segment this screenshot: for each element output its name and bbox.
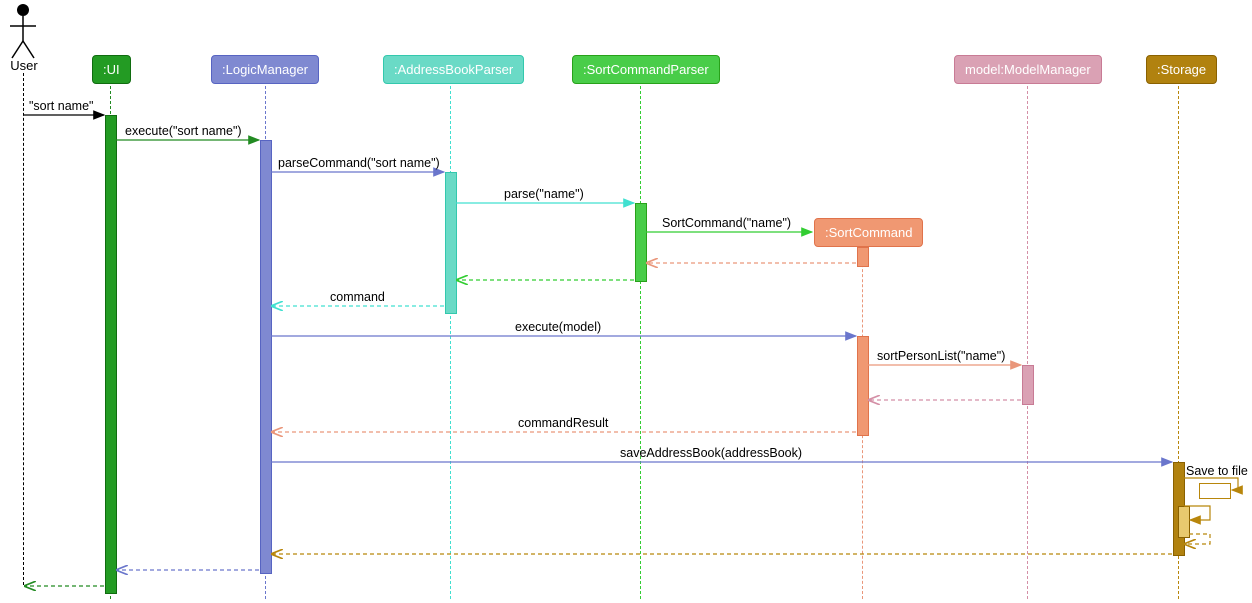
participant-mm-label: model:ModelManager bbox=[965, 62, 1091, 77]
activation-sc-exec bbox=[857, 336, 869, 436]
activation-abp bbox=[445, 172, 457, 314]
msg-sortpersonlist: sortPersonList("name") bbox=[877, 349, 1005, 363]
activation-ui bbox=[105, 115, 117, 594]
participant-abp-label: :AddressBookParser bbox=[394, 62, 513, 77]
actor-label: User bbox=[4, 58, 44, 73]
msg-execute-model: execute(model) bbox=[515, 320, 601, 334]
participant-sortcommandparser: :SortCommandParser bbox=[572, 55, 720, 84]
msg-command: command bbox=[330, 290, 385, 304]
arrows-layer bbox=[0, 0, 1252, 603]
save-to-file-box bbox=[1199, 483, 1231, 499]
msg-save-to-file: Save to file bbox=[1186, 464, 1248, 478]
lifeline-user bbox=[23, 73, 24, 585]
participant-sc-label: :SortCommand bbox=[825, 225, 912, 240]
msg-sort-name: "sort name" bbox=[29, 99, 93, 113]
msg-commandresult: commandResult bbox=[518, 416, 608, 430]
lifeline-abp bbox=[450, 86, 451, 599]
activation-scp bbox=[635, 203, 647, 282]
msg-execute-sort: execute("sort name") bbox=[125, 124, 242, 138]
activation-mm bbox=[1022, 365, 1034, 405]
participant-lm-label: :LogicManager bbox=[222, 62, 308, 77]
msg-parsecommand: parseCommand("sort name") bbox=[278, 156, 440, 170]
participant-st-label: :Storage bbox=[1157, 62, 1206, 77]
participant-modelmanager: model:ModelManager bbox=[954, 55, 1102, 84]
msg-saveaddressbook: saveAddressBook(addressBook) bbox=[620, 446, 802, 460]
participant-logicmanager: :LogicManager bbox=[211, 55, 319, 84]
activation-st-inner bbox=[1178, 506, 1190, 538]
lifeline-scp bbox=[640, 86, 641, 599]
participant-addressbookparser: :AddressBookParser bbox=[383, 55, 524, 84]
participant-sortcommand: :SortCommand bbox=[814, 218, 923, 247]
actor-head-icon bbox=[17, 4, 29, 16]
participant-ui: :UI bbox=[92, 55, 131, 84]
participant-ui-label: :UI bbox=[103, 62, 120, 77]
activation-lm bbox=[260, 140, 272, 574]
msg-sortcommand-new: SortCommand("name") bbox=[662, 216, 791, 230]
participant-storage: :Storage bbox=[1146, 55, 1217, 84]
activation-sc-small bbox=[857, 247, 869, 267]
actor-user: User bbox=[8, 2, 38, 72]
msg-parse-name: parse("name") bbox=[504, 187, 584, 201]
lifeline-mm bbox=[1027, 86, 1028, 599]
participant-scp-label: :SortCommandParser bbox=[583, 62, 709, 77]
